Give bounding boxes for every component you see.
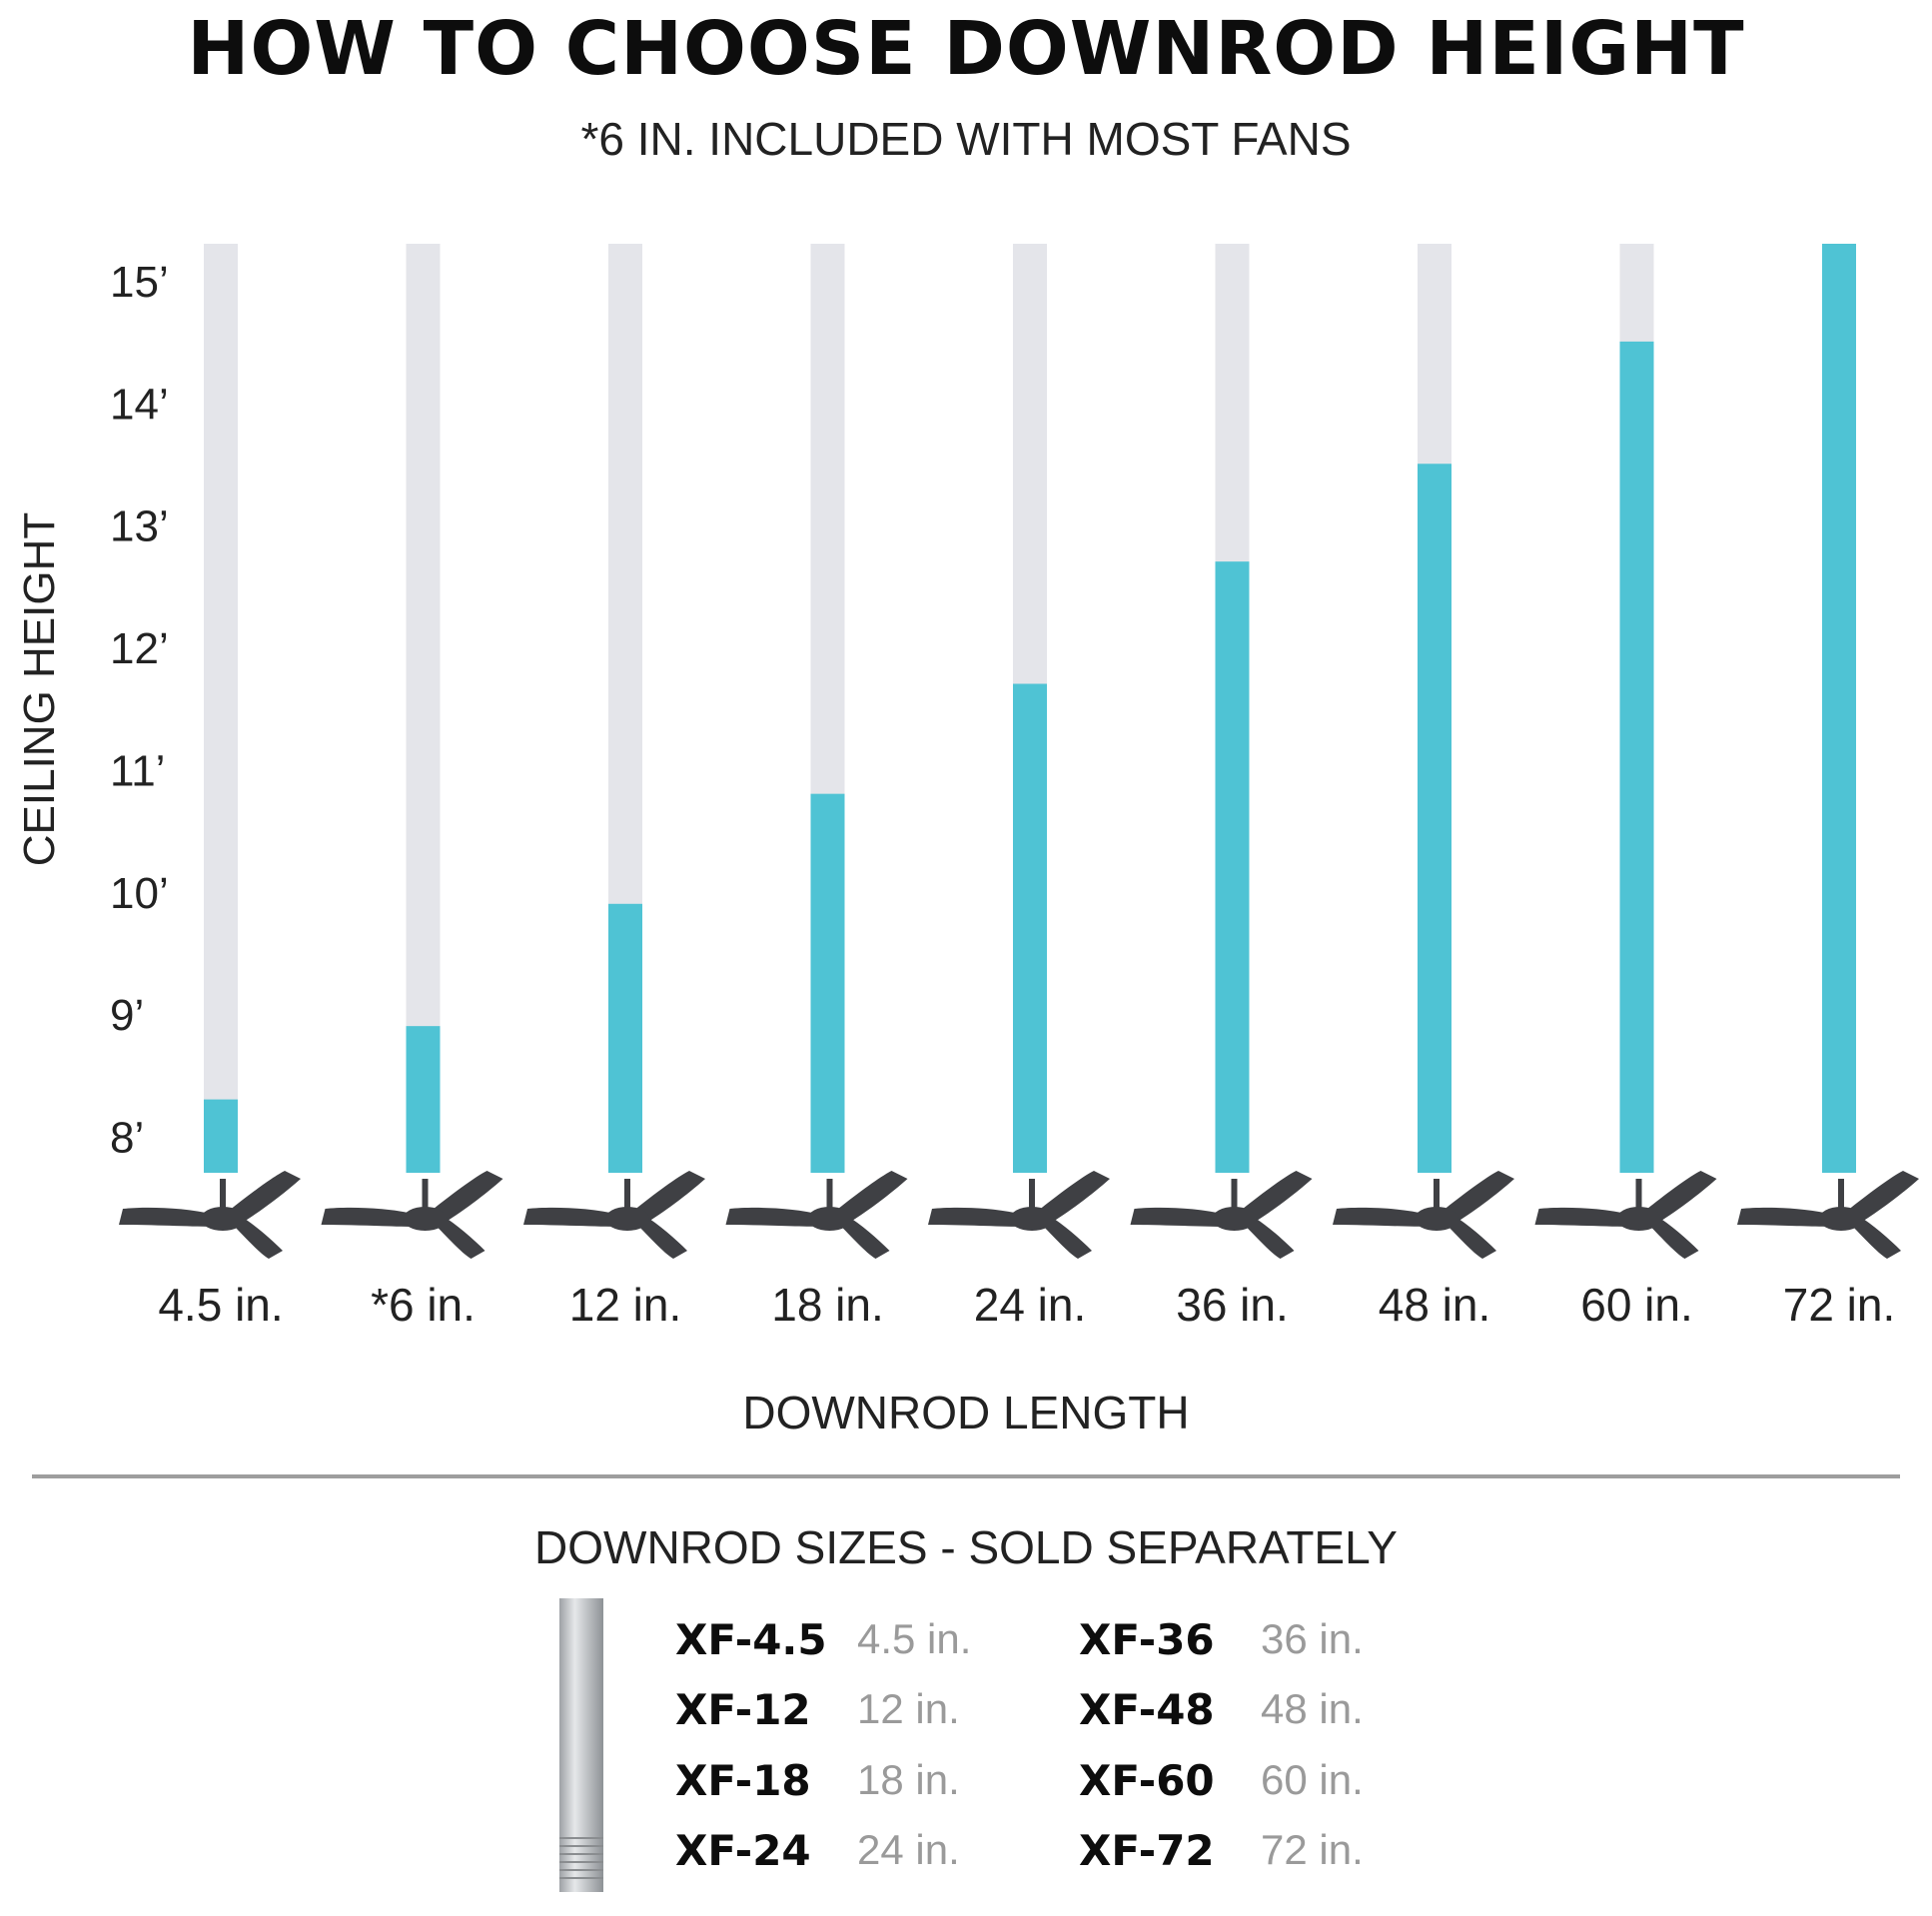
x-tick-label: *6 in. [371,1279,476,1331]
y-tick-label: 9’ [110,991,144,1040]
bar-track [406,244,441,1173]
downrod-size-item: XF-48 48 in. [1079,1685,1379,1735]
bar [608,903,642,1173]
ceiling-fan-icon [725,1171,908,1259]
x-axis-ticks: 4.5 in. *6 in. 12 in. 18 in. 24 in. 36 in. 48 … [158,1279,1895,1331]
downrod-length: 12 in. [857,1685,960,1732]
ceiling-fan-icon [1333,1171,1514,1259]
bar-track [204,244,238,1173]
bar [406,1026,441,1173]
downrod-length: 4.5 in. [857,1615,972,1662]
y-axis-ticks: 15’ 14’ 13’ 12’ 11’ 10’ 9’ 8’ [110,258,169,1163]
y-tick-label: 15’ [110,258,169,307]
downrod-size-item: XF-36 36 in. [1079,1615,1379,1665]
downrod-code: XF-4.5 [675,1615,827,1664]
downrod-size-item: XF-60 60 in. [1079,1756,1379,1806]
x-tick-label: 60 in. [1580,1279,1693,1331]
y-tick-label: 14’ [110,380,169,429]
downrod-size-item: XF-18 18 in. [675,1756,975,1806]
downrod-image [559,1598,603,1892]
bar [1619,341,1654,1173]
downrod-length: 48 in. [1261,1685,1364,1732]
page-title: HOW TO CHOOSE DOWNROD HEIGHT [187,6,1745,92]
y-tick-label: 11’ [110,746,165,795]
downrod-code: XF-60 [1079,1756,1215,1805]
ceiling-fan-icon [119,1171,301,1259]
x-axis-label: DOWNROD LENGTH [742,1387,1189,1438]
fans [119,1171,1919,1259]
downrod-code: XF-72 [1079,1826,1215,1875]
sizes-title: DOWNROD SIZES - SOLD SEPARATELY [534,1521,1398,1573]
y-tick-label: 8’ [110,1114,144,1163]
ceiling-fan-icon [1130,1171,1313,1259]
y-tick-label: 10’ [110,869,169,918]
downrod-code: XF-48 [1079,1685,1215,1734]
section-divider [32,1474,1900,1478]
ceiling-fan-icon [1737,1171,1919,1259]
downrod-length: 36 in. [1261,1615,1364,1662]
downrod-length: 60 in. [1261,1756,1364,1803]
x-tick-label: 24 in. [974,1279,1087,1331]
downrod-length: 18 in. [857,1756,960,1803]
y-axis-label: CEILING HEIGHT [15,512,64,867]
downrod-code: XF-36 [1079,1615,1215,1664]
downrod-size-item: XF-24 24 in. [675,1826,975,1876]
bar [1822,244,1856,1173]
downrod-code: XF-24 [675,1826,811,1875]
bars [204,244,1856,1173]
x-tick-label: 4.5 in. [158,1279,283,1331]
ceiling-fan-icon [523,1171,705,1259]
downrod-chart: 15’ 14’ 13’ 12’ 11’ 10’ 9’ 8’ CEILING HEIGHT 4.… [15,244,1919,1438]
downrod-code: XF-18 [675,1756,811,1805]
page-subtitle: *6 IN. INCLUDED WITH MOST FANS [580,113,1352,165]
ceiling-fan-icon [928,1171,1110,1259]
x-tick-label: 18 in. [771,1279,884,1331]
ceiling-fan-icon [1534,1171,1717,1259]
x-tick-label: 12 in. [569,1279,682,1331]
bar [1013,683,1047,1173]
y-tick-label: 13’ [110,502,169,551]
y-tick-label: 12’ [110,624,169,673]
downrod-length: 24 in. [857,1826,960,1873]
x-tick-label: 72 in. [1783,1279,1896,1331]
bar [1418,464,1451,1173]
ceiling-fan-icon [321,1171,503,1259]
downrod-length: 72 in. [1261,1826,1364,1873]
downrod-code: XF-12 [675,1685,811,1734]
downrod-size-item: XF-12 12 in. [675,1685,975,1735]
downrod-size-item: XF-72 72 in. [1079,1826,1379,1876]
downrod-size-item: XF-4.5 4.5 in. [675,1615,975,1665]
x-tick-label: 48 in. [1379,1279,1491,1331]
x-tick-label: 36 in. [1176,1279,1289,1331]
bar [810,793,845,1173]
bar [1215,561,1250,1173]
bar [204,1099,238,1173]
